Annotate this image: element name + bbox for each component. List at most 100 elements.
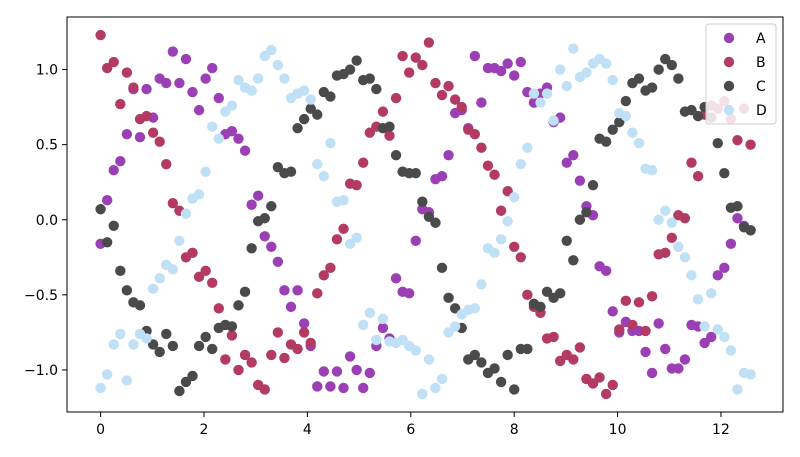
y-tick-label: 0.5 — [36, 138, 58, 154]
point-A — [600, 265, 612, 277]
point-A — [732, 213, 743, 224]
point-C — [692, 110, 704, 122]
point-B — [121, 67, 133, 78]
point-A — [161, 77, 172, 89]
point-B — [732, 134, 743, 146]
point-B — [128, 82, 139, 93]
point-A — [312, 381, 323, 392]
point-C — [561, 235, 572, 246]
point-A — [187, 86, 198, 98]
legend-box — [705, 23, 777, 125]
point-D — [673, 241, 684, 252]
point-C — [673, 73, 684, 84]
point-A — [338, 382, 349, 394]
point-B — [745, 139, 756, 150]
point-A — [640, 346, 651, 358]
point-D — [417, 388, 428, 400]
point-B — [279, 352, 290, 364]
point-B — [207, 277, 218, 289]
point-B — [154, 136, 165, 147]
point-C — [325, 91, 336, 102]
point-A — [358, 382, 369, 394]
legend-label-C: C — [756, 79, 766, 95]
point-C — [390, 149, 402, 161]
point-B — [607, 379, 618, 391]
point-C — [581, 207, 592, 218]
point-A — [134, 131, 146, 143]
point-D — [679, 252, 691, 263]
point-D — [305, 94, 316, 105]
point-C — [154, 346, 165, 358]
point-D — [272, 59, 284, 71]
point-A — [285, 301, 297, 313]
point-B — [509, 241, 520, 252]
point-B — [449, 94, 461, 105]
point-D — [213, 133, 224, 144]
point-C — [101, 237, 113, 248]
point-D — [128, 339, 139, 350]
point-B — [384, 130, 395, 141]
legend-marker-D — [723, 104, 735, 116]
point-D — [692, 294, 704, 305]
point-C — [305, 103, 316, 114]
point-A — [193, 104, 205, 116]
series-D — [95, 43, 756, 400]
point-A — [233, 133, 244, 144]
y-tick-label: 1.0 — [36, 63, 58, 79]
point-A — [226, 125, 238, 137]
point-D — [200, 166, 211, 177]
point-D — [476, 279, 487, 290]
point-B — [600, 388, 612, 400]
point-D — [660, 205, 671, 216]
point-D — [745, 369, 756, 380]
point-D — [732, 384, 743, 395]
point-C — [364, 73, 375, 84]
point-C — [384, 121, 395, 132]
point-A — [252, 190, 264, 201]
point-C — [259, 213, 270, 224]
point-C — [147, 339, 159, 350]
point-C — [292, 122, 303, 134]
point-B — [147, 127, 159, 138]
point-A — [318, 366, 330, 377]
point-C — [574, 214, 586, 225]
point-D — [226, 100, 238, 111]
point-A — [673, 363, 684, 374]
point-C — [351, 55, 362, 66]
point-C — [108, 220, 119, 231]
point-B — [476, 142, 487, 153]
point-D — [528, 88, 540, 99]
point-A — [719, 262, 730, 274]
point-A — [325, 381, 336, 392]
point-C — [541, 286, 553, 298]
point-D — [259, 50, 270, 62]
point-C — [312, 109, 323, 120]
point-D — [193, 189, 205, 200]
point-A — [443, 149, 454, 161]
point-D — [449, 321, 461, 332]
point-C — [430, 217, 441, 228]
point-A — [298, 318, 310, 329]
point-A — [495, 65, 507, 77]
point-C — [95, 204, 106, 215]
point-C — [121, 285, 133, 296]
point-A — [502, 58, 513, 69]
point-B — [430, 77, 441, 89]
point-C — [239, 286, 251, 298]
point-A — [509, 70, 520, 81]
point-D — [522, 142, 533, 153]
point-B — [200, 265, 211, 277]
point-C — [476, 357, 487, 368]
point-D — [344, 238, 356, 249]
point-A — [725, 238, 737, 249]
point-B — [187, 247, 198, 258]
point-B — [548, 331, 559, 343]
point-C — [509, 384, 520, 395]
y-tick-label: 0.0 — [36, 213, 58, 229]
y-tick-label: −0.5 — [24, 288, 58, 304]
point-A — [207, 62, 218, 74]
point-B — [161, 158, 172, 170]
point-C — [193, 340, 205, 352]
point-C — [666, 59, 678, 71]
